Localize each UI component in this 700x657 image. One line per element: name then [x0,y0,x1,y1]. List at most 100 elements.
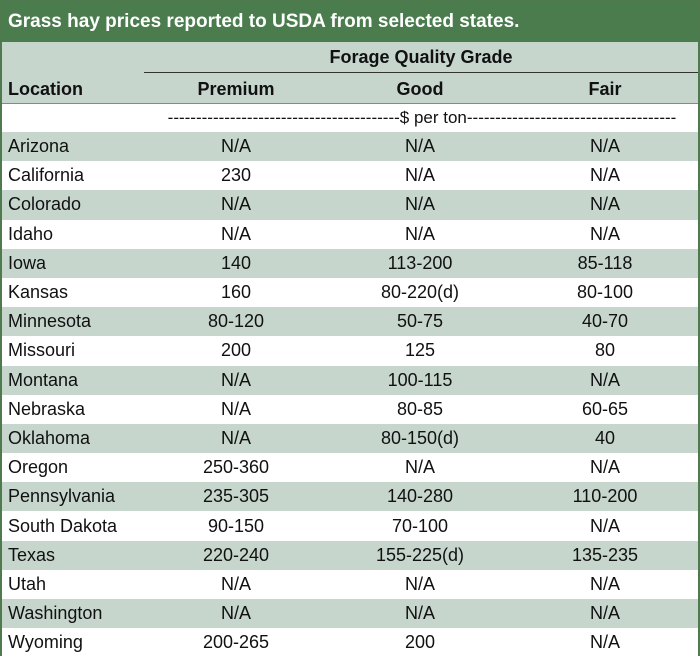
column-header-premium: Premium [197,79,275,99]
row-fair-cell: 135-235 [571,544,639,565]
row-location-cell: Washington [8,603,103,624]
row-premium-cell: 230 [220,165,252,186]
row-location-cell: Idaho [8,223,54,244]
table-row: Montana N/A 100-115 N/A [2,365,698,395]
row-fair-cell: 85-118 [577,252,633,273]
row-good-cell: 155-225(d) [375,544,465,565]
row-fair-cell: N/A [589,457,620,478]
column-header-location: Location [8,79,83,99]
table-row: Wyoming 200-265 200 N/A [2,628,698,657]
row-location-cell: Colorado [8,194,82,215]
row-premium-cell: N/A [220,223,251,244]
row-premium-cell: N/A [220,573,251,594]
row-premium-cell: N/A [220,194,251,215]
row-location-cell: Arizona [8,136,70,157]
row-premium-cell: 220-240 [202,544,270,565]
table-row: Minnesota 80-120 50-75 40-70 [2,307,698,337]
row-good-cell: 70-100 [391,515,449,536]
row-good-cell: N/A [404,457,435,478]
row-location-cell: Minnesota [8,311,92,332]
row-good-cell: N/A [404,573,435,594]
row-good-cell: 113-200 [387,252,453,273]
row-premium-cell: N/A [220,369,251,390]
row-premium-cell: N/A [220,603,251,624]
row-fair-cell: 110-200 [572,486,638,507]
table-row: South Dakota 90-150 70-100 N/A [2,511,698,541]
row-premium-cell: 200 [220,340,252,361]
row-fair-cell: N/A [589,603,620,624]
group-header: Forage Quality Grade [329,47,513,67]
row-fair-cell: N/A [589,573,620,594]
row-good-cell: 80-85 [396,398,444,419]
row-premium-cell: N/A [220,136,251,157]
row-good-cell: 140-280 [386,486,454,507]
table-row: Idaho N/A N/A N/A [2,219,698,249]
table-row: Pennsylvania 235-305 140-280 110-200 [2,482,698,512]
units-row: ----------------------------------------… [2,104,698,132]
table-row: Arizona N/A N/A N/A [2,132,698,162]
row-premium-cell: 80-120 [207,311,265,332]
row-premium-cell: 90-150 [207,515,265,536]
row-location-cell: Nebraska [8,398,86,419]
row-good-cell: N/A [404,223,435,244]
row-good-cell: N/A [404,603,435,624]
row-premium-cell: N/A [220,427,251,448]
row-good-cell: 80-150(d) [380,427,460,448]
group-header-underline [144,72,698,73]
column-header-fair: Fair [588,79,622,99]
row-good-cell: 80-220(d) [380,282,460,303]
row-good-cell: 50-75 [396,311,444,332]
row-location-cell: Utah [8,573,47,594]
row-good-cell: N/A [404,136,435,157]
table-row: Iowa 140 113-200 85-118 [2,248,698,278]
row-location-cell: California [8,165,85,186]
table-title: Grass hay prices reported to USDA from s… [2,2,698,42]
row-good-cell: N/A [404,194,435,215]
row-premium-cell: 200-265 [202,632,270,653]
header-divider [2,103,698,104]
row-fair-cell: 80-100 [576,282,634,303]
table-row: Texas 220-240 155-225(d) 135-235 [2,540,698,570]
table-body: Arizona N/A N/A N/A California 230 N/A N/A Color… [2,132,698,657]
row-premium-cell: N/A [220,398,251,419]
row-fair-cell: 40-70 [581,311,629,332]
row-fair-cell: 80 [594,340,616,361]
row-good-cell: 125 [404,340,436,361]
row-fair-cell: N/A [589,223,620,244]
row-good-cell: 100-115 [387,369,453,390]
row-location-cell: Wyoming [8,632,83,653]
row-premium-cell: 250-360 [202,457,270,478]
table-row: Kansas 160 80-220(d) 80-100 [2,277,698,308]
row-location-cell: Oregon [8,457,69,478]
row-location-cell: Kansas [8,282,69,303]
row-fair-cell: N/A [589,194,620,215]
table-row: California 230 N/A N/A [2,161,698,191]
row-location-cell: Oklahoma [8,427,91,448]
table-row: Washington N/A N/A N/A [2,599,698,629]
row-location-cell: Texas [8,544,56,565]
row-fair-cell: N/A [589,515,620,536]
row-fair-cell: 60-65 [581,398,629,419]
row-location-cell: Pennsylvania [8,486,116,507]
table-row: Colorado N/A N/A N/A [2,190,698,220]
table-header: Forage Quality Grade Location Premium Go… [2,42,698,104]
row-premium-cell: 140 [220,252,252,273]
row-fair-cell: N/A [589,165,620,186]
row-location-cell: Montana [8,369,79,390]
row-fair-cell: 40 [594,427,616,448]
row-premium-cell: 160 [220,282,252,303]
row-location-cell: South Dakota [8,515,118,536]
row-location-cell: Missouri [8,340,76,361]
row-good-cell: N/A [404,165,435,186]
row-fair-cell: N/A [589,136,620,157]
units-label: ----------------------------------------… [167,108,677,127]
table-row: Utah N/A N/A N/A [2,569,698,599]
table-row: Nebraska N/A 80-85 60-65 [2,394,698,424]
column-header-good: Good [396,79,444,99]
table-row: Oregon 250-360 N/A N/A [2,453,698,483]
table-row: Missouri 200 125 80 [2,336,698,366]
row-good-cell: 200 [404,632,436,653]
row-fair-cell: N/A [589,632,620,653]
table-row: Oklahoma N/A 80-150(d) 40 [2,423,698,454]
